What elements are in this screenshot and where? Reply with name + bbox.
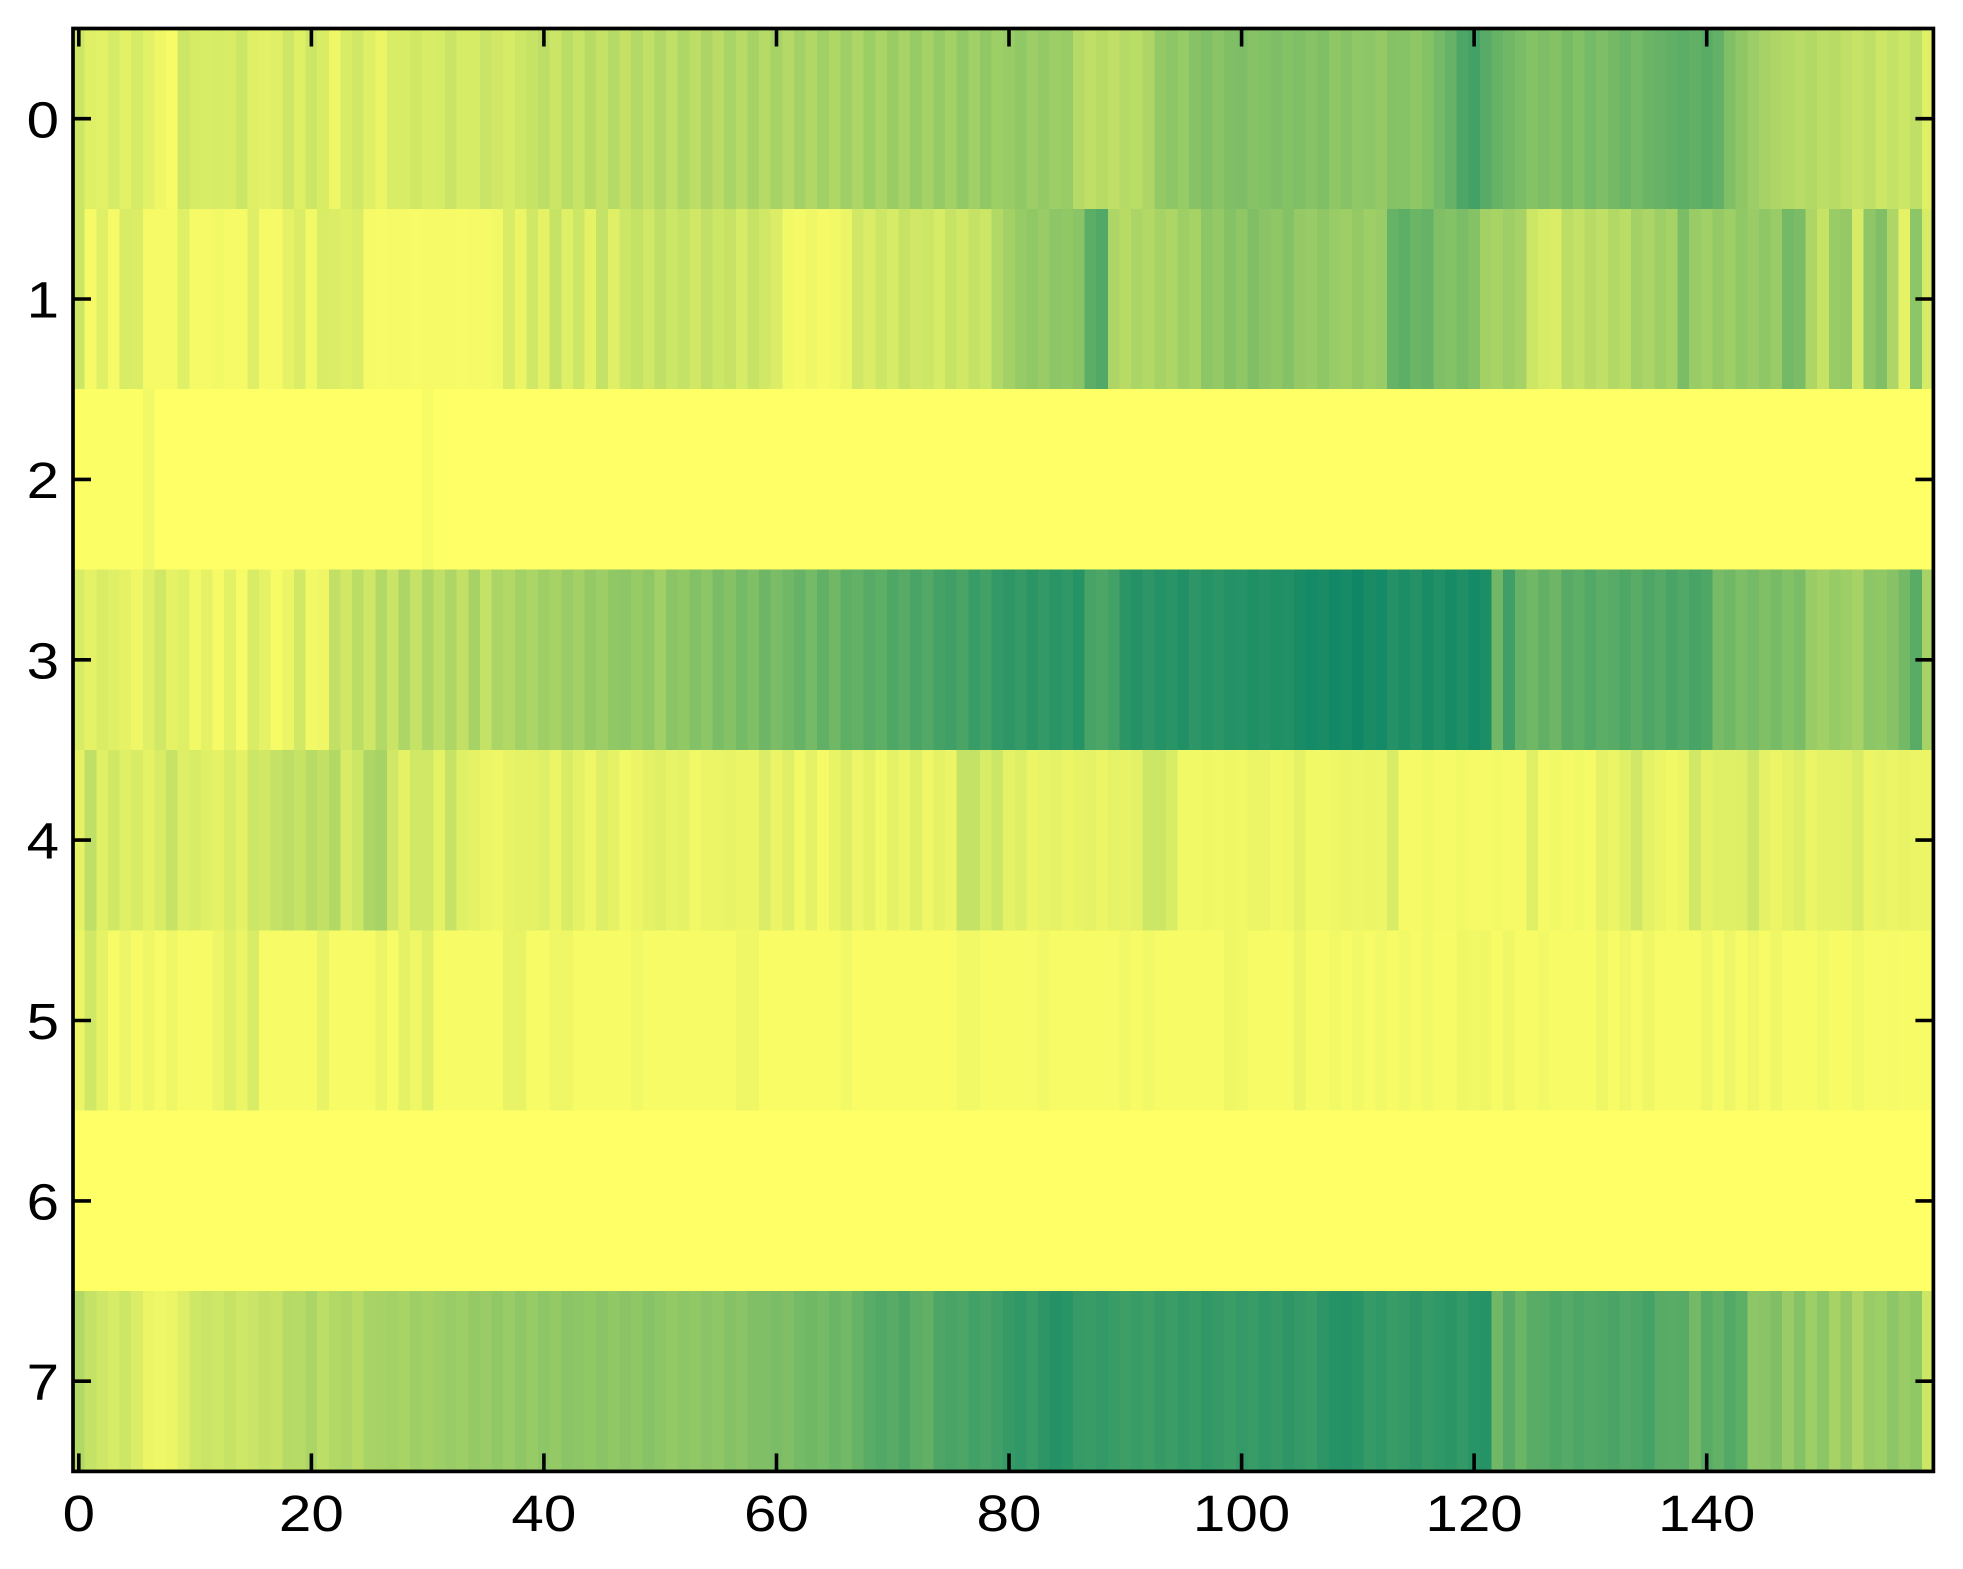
svg-text:100: 100 [1193, 1485, 1290, 1542]
svg-text:140: 140 [1658, 1485, 1755, 1542]
svg-text:80: 80 [977, 1485, 1042, 1542]
svg-text:40: 40 [511, 1485, 576, 1542]
svg-text:4: 4 [27, 813, 59, 870]
svg-text:20: 20 [279, 1485, 344, 1542]
svg-text:7: 7 [27, 1354, 59, 1411]
svg-text:60: 60 [744, 1485, 809, 1542]
svg-text:120: 120 [1425, 1485, 1522, 1542]
svg-text:6: 6 [27, 1173, 59, 1230]
svg-text:5: 5 [27, 993, 59, 1050]
svg-text:3: 3 [27, 632, 59, 689]
svg-text:1: 1 [27, 272, 59, 329]
svg-text:0: 0 [63, 1485, 95, 1542]
svg-text:2: 2 [27, 452, 59, 509]
svg-text:0: 0 [27, 91, 59, 148]
